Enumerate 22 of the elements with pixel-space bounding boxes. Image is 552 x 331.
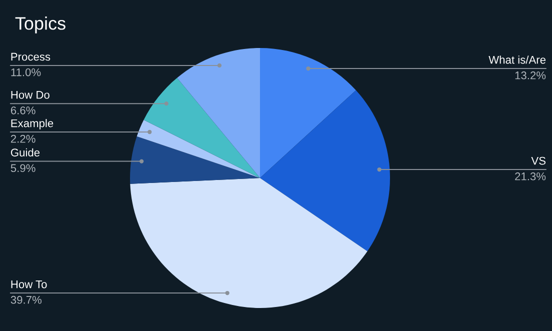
slice-label: Example	[11, 119, 54, 130]
data-label: 6.6%	[10, 106, 36, 114]
slice-label: How To	[11, 280, 47, 288]
slice-label: VS	[531, 156, 546, 165]
slice-label: What is/Are	[488, 56, 546, 64]
pie-slice	[144, 78, 260, 178]
data-label: 13.2%	[515, 71, 546, 80]
pie-slice	[260, 48, 356, 178]
pie-slice	[130, 136, 260, 184]
pie-slice	[177, 48, 260, 178]
slice-label: How Do	[11, 91, 50, 99]
slice-label: Process	[11, 52, 50, 61]
data-label: 21.3%	[515, 172, 546, 180]
pie-slice	[260, 90, 390, 252]
pie-slice	[136, 120, 260, 178]
slice-label: Guide	[10, 148, 40, 156]
data-label: 2.2%	[10, 134, 36, 143]
data-label: 39.7%	[10, 296, 42, 304]
data-label: 11.0%	[11, 68, 41, 76]
chart-title: Topics	[15, 16, 66, 34]
data-label: 5.9%	[10, 164, 36, 172]
pie-slice	[130, 178, 368, 308]
